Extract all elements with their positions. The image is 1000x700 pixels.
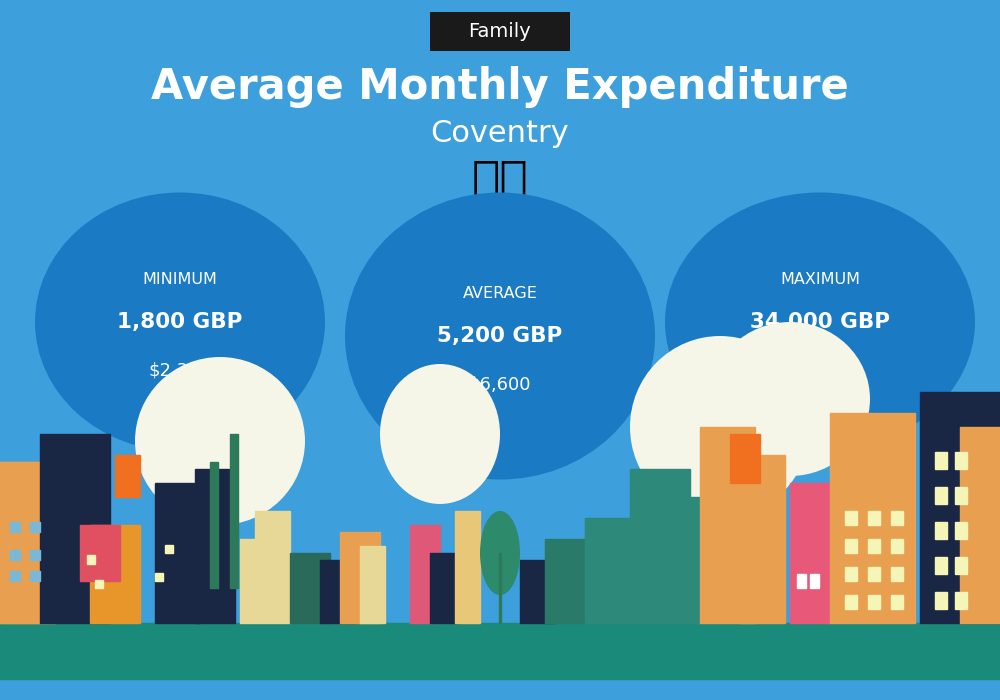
Bar: [630, 469, 690, 623]
Bar: [935, 452, 947, 469]
Bar: [30, 550, 40, 560]
Ellipse shape: [380, 364, 500, 504]
Bar: [955, 556, 967, 574]
Bar: [845, 595, 857, 609]
Bar: [545, 539, 585, 623]
Bar: [955, 522, 967, 539]
Bar: [830, 413, 915, 623]
Bar: [30, 570, 40, 581]
Bar: [868, 567, 880, 581]
Bar: [891, 539, 903, 553]
Text: Average Monthly Expenditure: Average Monthly Expenditure: [151, 66, 849, 108]
Bar: [868, 511, 880, 525]
Bar: [320, 560, 355, 623]
Bar: [165, 545, 173, 553]
Text: $2,300: $2,300: [149, 362, 211, 380]
Bar: [790, 483, 830, 623]
Bar: [455, 511, 480, 623]
Bar: [868, 539, 880, 553]
Text: 🇬🇧: 🇬🇧: [472, 160, 528, 204]
Bar: [891, 595, 903, 609]
Bar: [955, 592, 967, 609]
Text: Coventry: Coventry: [431, 118, 569, 148]
Text: Family: Family: [469, 22, 531, 41]
Text: MAXIMUM: MAXIMUM: [780, 272, 860, 288]
Bar: [0, 462, 55, 623]
Bar: [797, 574, 806, 588]
Text: 34,000 GBP: 34,000 GBP: [750, 312, 890, 332]
Bar: [891, 567, 903, 581]
Bar: [585, 518, 635, 623]
Bar: [700, 427, 755, 623]
Bar: [95, 580, 103, 588]
Bar: [87, 555, 95, 564]
Bar: [520, 560, 555, 623]
Bar: [0, 623, 1000, 679]
Bar: [845, 567, 857, 581]
FancyBboxPatch shape: [430, 12, 570, 51]
Bar: [155, 573, 163, 581]
Bar: [868, 595, 880, 609]
Bar: [80, 525, 120, 581]
Bar: [840, 448, 905, 553]
Bar: [10, 570, 20, 581]
Text: $43,000: $43,000: [783, 362, 857, 380]
Bar: [810, 574, 819, 588]
Bar: [935, 556, 947, 574]
Bar: [340, 532, 380, 623]
Bar: [10, 550, 20, 560]
Bar: [499, 553, 501, 623]
Ellipse shape: [35, 193, 325, 452]
Bar: [660, 497, 700, 623]
Text: 1,800 GBP: 1,800 GBP: [117, 312, 243, 332]
Bar: [960, 427, 1000, 623]
Bar: [30, 522, 40, 532]
Text: AVERAGE: AVERAGE: [463, 286, 537, 302]
Text: MINIMUM: MINIMUM: [143, 272, 217, 288]
Bar: [155, 483, 200, 623]
Text: $6,600: $6,600: [469, 376, 531, 394]
Bar: [10, 522, 20, 532]
Bar: [410, 525, 440, 623]
Ellipse shape: [345, 193, 655, 480]
Bar: [290, 553, 330, 623]
Ellipse shape: [135, 357, 305, 525]
Bar: [90, 525, 140, 623]
Bar: [730, 434, 760, 483]
Bar: [360, 546, 385, 623]
Bar: [891, 511, 903, 525]
Bar: [255, 511, 290, 539]
Bar: [195, 469, 235, 623]
Bar: [740, 455, 785, 623]
Bar: [40, 434, 110, 623]
Ellipse shape: [480, 511, 520, 595]
Bar: [845, 511, 857, 525]
Text: 5,200 GBP: 5,200 GBP: [437, 326, 563, 346]
Bar: [935, 486, 947, 504]
Bar: [935, 522, 947, 539]
Ellipse shape: [710, 322, 870, 476]
Bar: [0, 462, 55, 623]
Ellipse shape: [630, 336, 810, 518]
Bar: [935, 592, 947, 609]
Bar: [210, 462, 218, 588]
Bar: [430, 553, 460, 623]
Bar: [115, 455, 140, 497]
Bar: [845, 539, 857, 553]
Bar: [920, 392, 1000, 623]
Bar: [230, 434, 238, 588]
Bar: [955, 452, 967, 469]
Bar: [240, 539, 290, 623]
Bar: [955, 486, 967, 504]
Ellipse shape: [665, 193, 975, 452]
